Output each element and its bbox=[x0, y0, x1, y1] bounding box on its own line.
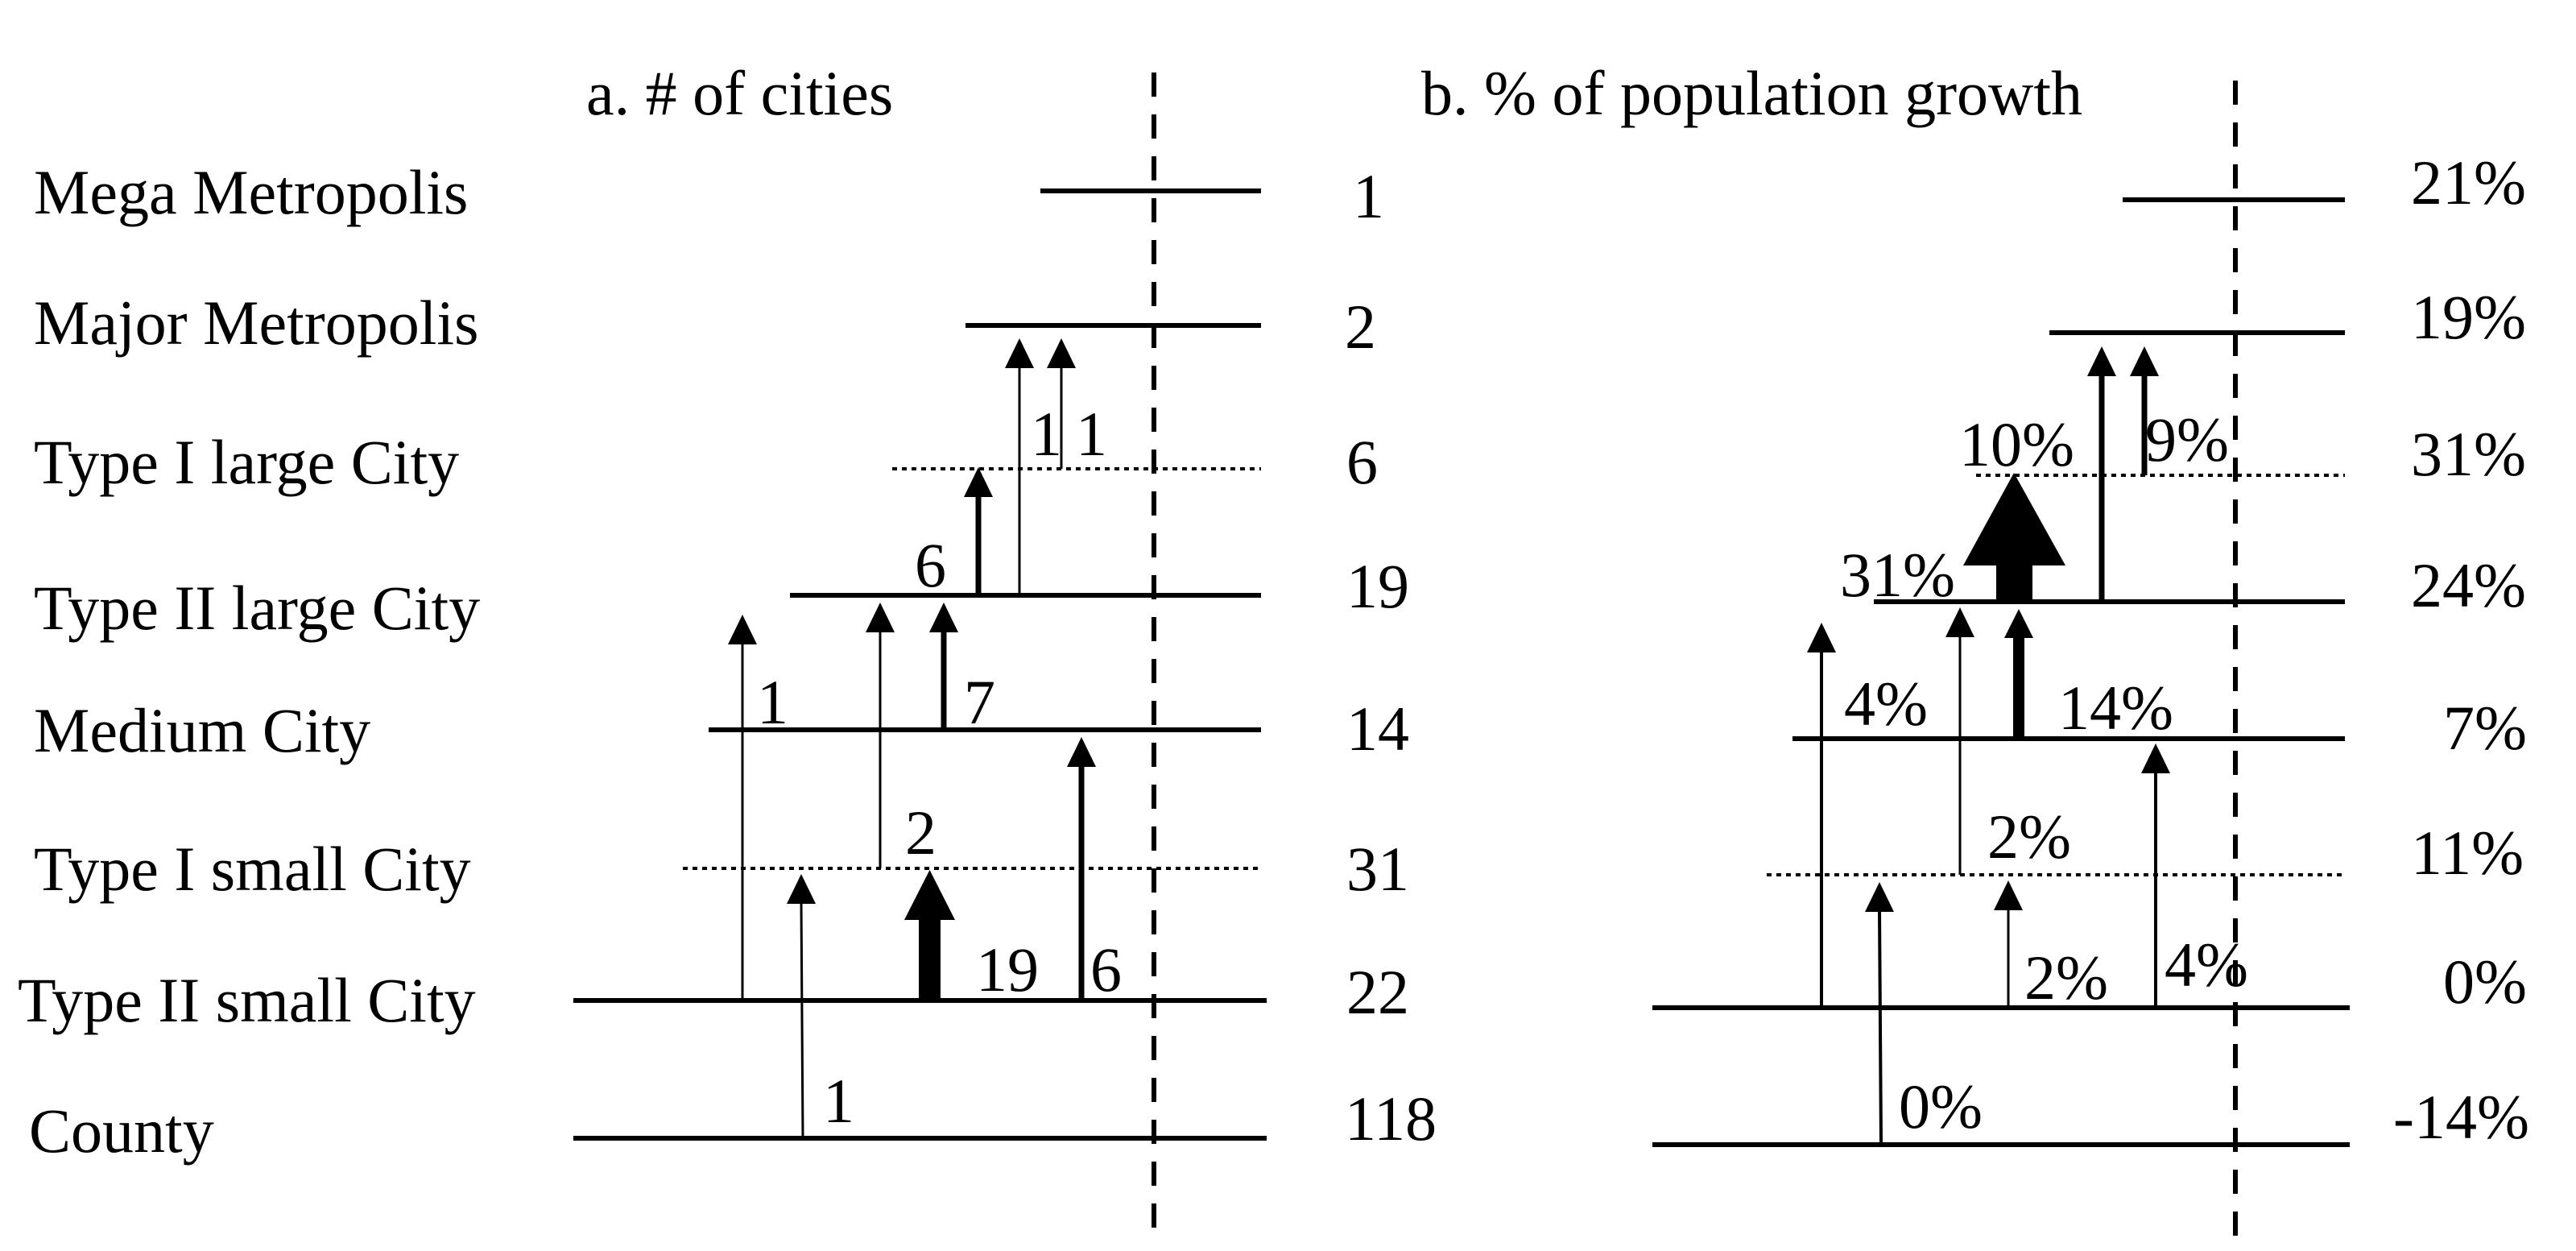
arrow-label: 31% bbox=[1840, 540, 1955, 610]
level-label-county: County bbox=[29, 1096, 214, 1166]
upgrade-arrow-thick bbox=[904, 870, 955, 1000]
level-label-type-i-large-city: Type I large City bbox=[34, 427, 459, 497]
arrow-label: 0% bbox=[1899, 1071, 1983, 1141]
level-label-major-metropolis: Major Metropolis bbox=[34, 288, 478, 358]
arrow-label: 1 bbox=[1076, 399, 1107, 469]
growth-value-type-i-small-city: 11% bbox=[2411, 818, 2524, 888]
upgrade-arrow bbox=[866, 603, 895, 868]
arrow-label: 6 bbox=[1090, 934, 1122, 1005]
level-label-type-ii-large-city: Type II large City bbox=[34, 573, 480, 643]
count-type-i-small-city: 31 bbox=[1346, 834, 1409, 904]
upgrade-arrow bbox=[787, 874, 816, 1139]
count-type-i-large-city: 6 bbox=[1346, 427, 1378, 497]
count-type-ii-large-city: 19 bbox=[1346, 551, 1409, 621]
count-mega-metropolis: 1 bbox=[1353, 161, 1384, 231]
arrow-label: 9% bbox=[2145, 404, 2229, 474]
growth-value-mega-metropolis: 21% bbox=[2411, 147, 2526, 217]
count-type-ii-small-city: 22 bbox=[1346, 957, 1409, 1027]
growth-value-type-ii-small-city: 0% bbox=[2443, 947, 2527, 1017]
panel-a-title: a. # of cities bbox=[586, 58, 893, 128]
arrow-label: 7 bbox=[964, 667, 995, 737]
growth-arrow bbox=[2141, 744, 2170, 1008]
level-label-mega-metropolis: Mega Metropolis bbox=[34, 157, 468, 227]
count-major-metropolis: 2 bbox=[1345, 292, 1376, 362]
arrow-label: 1 bbox=[1031, 399, 1062, 469]
arrow-label: 10% bbox=[1959, 409, 2074, 479]
growth-arrow bbox=[1994, 880, 2023, 1008]
growth-arrow bbox=[1945, 607, 1974, 875]
upgrade-arrow bbox=[929, 603, 958, 730]
count-county: 118 bbox=[1345, 1083, 1437, 1154]
growth-value-type-ii-large-city: 24% bbox=[2411, 550, 2526, 620]
upgrade-arrow bbox=[1005, 338, 1034, 595]
upgrade-arrow bbox=[1047, 338, 1076, 469]
growth-value-type-i-large-city: 31% bbox=[2411, 419, 2526, 489]
panel-b: b. % of population growth 21% 19% 31% 24… bbox=[1421, 58, 2529, 1245]
growth-value-county: -14% bbox=[2393, 1082, 2529, 1152]
arrow-label: 6 bbox=[915, 530, 946, 600]
growth-arrow-thick bbox=[2004, 609, 2033, 739]
level-label-type-ii-small-city: Type II small City bbox=[18, 965, 476, 1035]
arrow-label: 2 bbox=[905, 797, 937, 868]
growth-arrow bbox=[2087, 346, 2116, 602]
upgrade-arrow bbox=[728, 615, 757, 1000]
growth-arrow-very-thick bbox=[1963, 473, 2065, 602]
arrow-label: 2% bbox=[2024, 942, 2108, 1013]
panel-a: a. # of cities Mega Metropolis Major Met… bbox=[18, 58, 1437, 1237]
arrow-label: 14% bbox=[2058, 673, 2173, 743]
arrow-label: 19 bbox=[976, 934, 1039, 1005]
level-label-medium-city: Medium City bbox=[34, 695, 370, 765]
arrow-label: 1 bbox=[823, 1066, 854, 1136]
growth-arrow bbox=[2130, 346, 2159, 475]
upgrade-arrow bbox=[964, 467, 993, 595]
level-label-type-i-small-city: Type I small City bbox=[34, 834, 471, 904]
growth-arrow bbox=[1865, 882, 1894, 1145]
growth-value-major-metropolis: 19% bbox=[2411, 282, 2526, 352]
arrow-label: 1 bbox=[757, 667, 788, 737]
upgrade-arrow bbox=[1067, 737, 1096, 1000]
arrow-label: 2% bbox=[1987, 802, 2071, 872]
count-medium-city: 14 bbox=[1346, 694, 1409, 764]
panel-b-title: b. % of population growth bbox=[1421, 58, 2082, 128]
growth-arrow bbox=[1807, 623, 1836, 1008]
arrow-label: 4% bbox=[1844, 669, 1928, 739]
growth-value-medium-city: 7% bbox=[2443, 693, 2527, 763]
arrow-label: 4% bbox=[2165, 930, 2248, 1000]
